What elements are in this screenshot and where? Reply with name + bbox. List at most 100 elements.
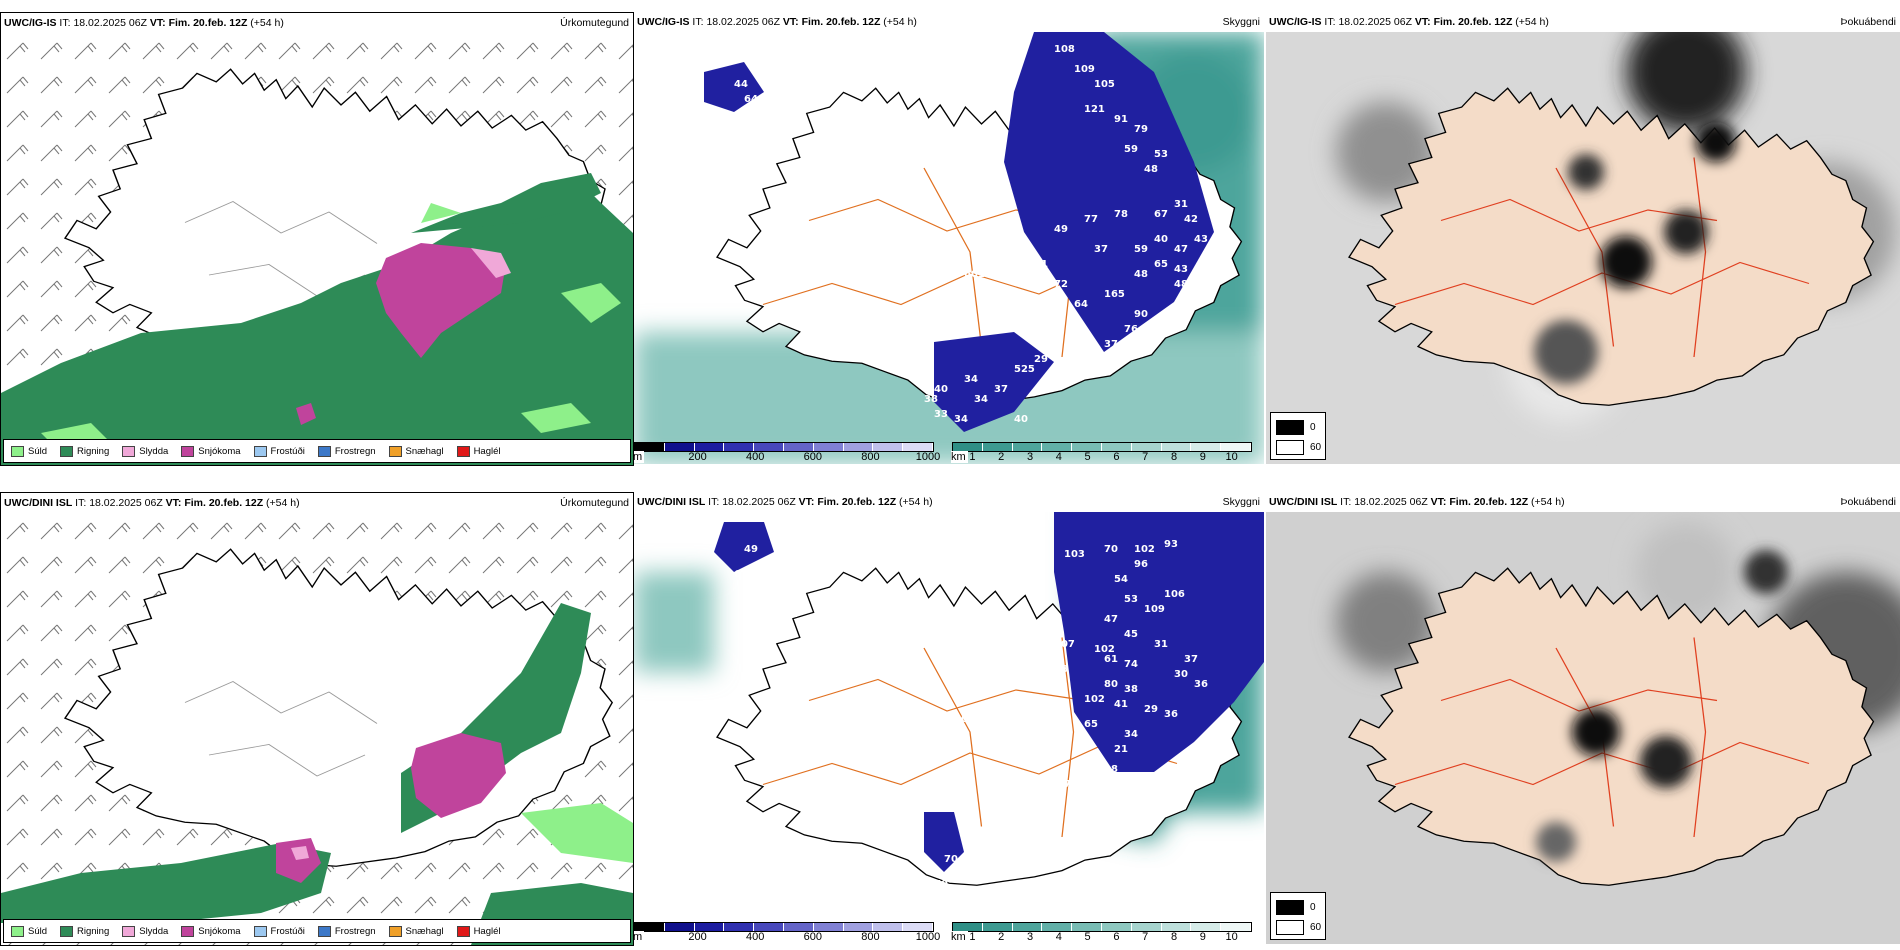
colorbar-strip xyxy=(634,922,934,932)
colorbar-segment xyxy=(1042,923,1073,931)
visibility-value: 51 xyxy=(1034,259,1048,270)
precip-legend: Súld Rigning Slydda Snjókoma Frostúði Frostre… xyxy=(3,919,631,943)
visibility-value: 42 xyxy=(1184,214,1198,225)
colorbar-segment xyxy=(1131,923,1162,931)
colorbar-segment xyxy=(982,923,1013,931)
colorbar-tick-label: 4 xyxy=(1055,451,1062,463)
colorbar-unit: km xyxy=(951,931,968,943)
legend-swatch xyxy=(388,445,402,457)
visibility-value: 36 xyxy=(1194,679,1208,690)
legend-swatch xyxy=(317,445,331,457)
fog-legend-value-1: 60 xyxy=(1310,442,1322,453)
colorbar-segment xyxy=(635,443,665,451)
legend-item: Snjókoma xyxy=(181,445,241,457)
fog-legend: 0 60 xyxy=(1270,892,1326,940)
legend-label: Frostúði xyxy=(270,925,305,937)
visibility-value: 31 xyxy=(1154,639,1168,650)
visibility-value: 54 xyxy=(1114,574,1128,585)
colorbar-segment xyxy=(694,443,725,451)
visibility-value: 78 xyxy=(1114,209,1128,220)
colorbar-segment xyxy=(1191,923,1222,931)
valid-time: Fim. 20.feb. 12Z xyxy=(184,497,264,509)
legend-label: Snjókoma xyxy=(198,445,241,457)
visibility-value: 59 xyxy=(1134,244,1148,255)
visibility-value: 103 xyxy=(1064,549,1085,560)
legend-swatch xyxy=(253,445,267,457)
visibility-value: 95 xyxy=(1034,714,1048,725)
legend-label: Rigning xyxy=(77,445,110,457)
colorbar-segment xyxy=(1131,443,1162,451)
fog-legend-row-1: 60 xyxy=(1276,920,1321,935)
legend-swatch xyxy=(456,925,470,937)
visibility-value: 64 xyxy=(744,94,758,105)
issue-label: IT: xyxy=(692,16,704,28)
colorbar-tick-label: 8 xyxy=(1170,931,1178,943)
legend-label: Snæhagl xyxy=(405,445,444,457)
fog-legend-row-1: 60 xyxy=(1276,440,1321,455)
colorbar-ticks: 1 2 3 4 5 6 7 8 9 10 xyxy=(952,451,1252,464)
visibility-value: 601 xyxy=(964,269,985,280)
colorbar-tick-label: 5 xyxy=(1084,931,1091,943)
visibility-value: 33 xyxy=(934,409,948,420)
visibility-numbers: 108 109 105 121 91 79 59 53 48 44 64 38 12 56 72 49 77 78… xyxy=(694,44,1208,425)
visibility-value: 46 xyxy=(904,699,918,710)
colorbar-tick-label: 2 xyxy=(998,931,1005,943)
valid-label: VT: xyxy=(1430,496,1447,508)
panel-title: Þokuábendi xyxy=(1840,496,1896,508)
legend-swatch xyxy=(388,925,402,937)
legend-item: Frostregn xyxy=(317,445,376,457)
visibility-value: 40 xyxy=(934,384,948,395)
model-name: UWC/IG-IS xyxy=(637,16,690,28)
colorbar-unit: km xyxy=(951,451,968,463)
visibility-value: 37 xyxy=(1094,244,1108,255)
precip-type-map-svg xyxy=(1,33,633,465)
visibility-value: 108 xyxy=(1054,44,1075,55)
visibility-value: 43 xyxy=(1194,234,1208,245)
visibility-value: 40 xyxy=(1014,414,1028,425)
visibility-value: 105 xyxy=(1094,79,1115,90)
visibility-value: 40 xyxy=(1154,234,1168,245)
visibility-value: 67 xyxy=(1154,209,1168,220)
issue-time: 18.02.2025 06Z xyxy=(722,496,796,508)
colorbar-segment xyxy=(664,443,695,451)
visibility-value: 72 xyxy=(1054,279,1068,290)
visibility-value: 11 xyxy=(1054,744,1068,755)
colorbar-segment xyxy=(694,923,725,931)
panel-header: UWC/IG-IS IT: 18.02.2025 06Z VT: Fim. 20… xyxy=(1266,12,1900,32)
visibility-value: 21 xyxy=(1114,744,1128,755)
visibility-value: 109 xyxy=(1144,604,1165,615)
legend-label: Rigning xyxy=(77,925,110,937)
fog-areas xyxy=(1536,550,1788,862)
visibility-value: 121 xyxy=(1084,104,1105,115)
colorbar-tick-label: 6 xyxy=(1113,931,1120,943)
model-name: UWC/IG-IS xyxy=(4,17,57,29)
issue-time: 18.02.2025 06Z xyxy=(1338,16,1412,28)
issue-time: 18.02.2025 06Z xyxy=(706,16,780,28)
valid-label: VT: xyxy=(165,497,182,509)
model-name: UWC/IG-IS xyxy=(1269,16,1322,28)
colorbar-segment xyxy=(754,923,784,931)
colorbar-segment xyxy=(1042,443,1073,451)
precip-type-map xyxy=(1,33,633,465)
colorbar-segment xyxy=(953,923,983,931)
valid-time: Fim. 20.feb. 12Z xyxy=(1449,496,1529,508)
precip-type-panel-row1: UWC/IG-IS IT: 18.02.2025 06Z VT: Fim. 20… xyxy=(0,12,634,466)
panel-title: Skyggni xyxy=(1222,16,1260,28)
colorbar-segment xyxy=(724,443,755,451)
iceland-outline xyxy=(716,87,1243,406)
legend-swatch xyxy=(60,445,74,457)
visibility-map: 49 67 50 36 12 103 70 102 93 96 54 53 106 109 47 45 107 1… xyxy=(634,512,1264,944)
colorbar-segment xyxy=(873,923,904,931)
visibility-value: 52 xyxy=(934,899,948,910)
colorbar-tick-label: 1000 xyxy=(915,931,941,943)
legend-swatch xyxy=(11,925,24,937)
visibility-value: 49 xyxy=(1054,224,1068,235)
visibility-value: 59 xyxy=(1124,144,1138,155)
issue-time: 18.02.2025 06Z xyxy=(89,497,163,509)
visibility-value: 48 xyxy=(1134,269,1148,280)
legend-item: Súld xyxy=(11,445,47,457)
